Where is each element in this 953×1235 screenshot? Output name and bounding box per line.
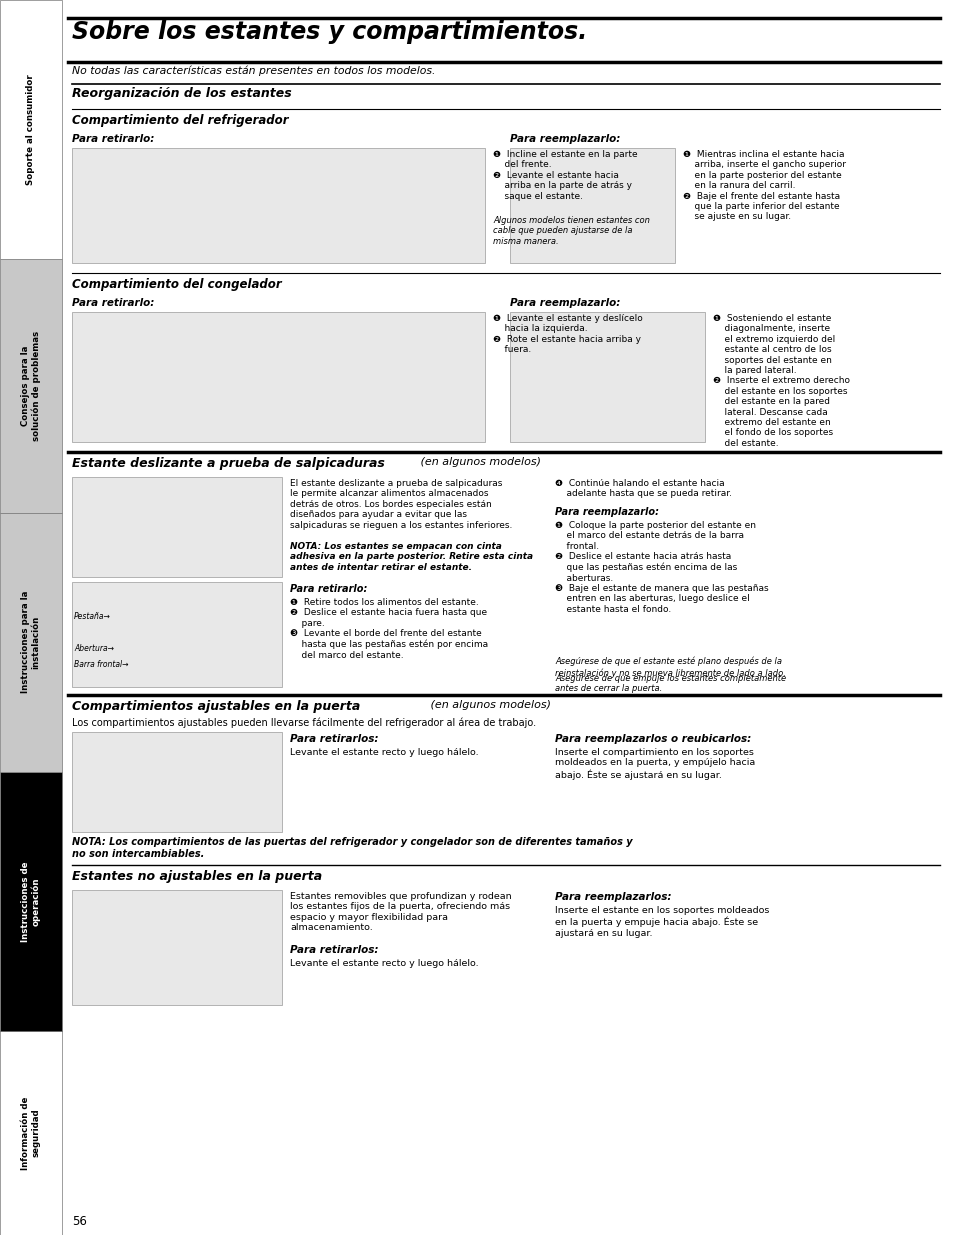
Text: Compartimiento del congelador: Compartimiento del congelador [71,278,281,291]
Text: Soporte al consumidor: Soporte al consumidor [27,74,35,185]
Text: ❹  Continúe halando el estante hacia
    adelante hasta que se pueda retirar.: ❹ Continúe halando el estante hacia adel… [555,479,731,499]
Text: ❶  Levante el estante y deslícelo
    hacia la izquierda.
❷  Rote el estante hac: ❶ Levante el estante y deslícelo hacia l… [493,314,642,354]
Text: Para retirarlo:: Para retirarlo: [71,135,154,144]
Text: Algunos modelos tienen estantes con
cable que pueden ajustarse de la
misma maner: Algunos modelos tienen estantes con cabl… [493,216,649,246]
Text: Compartimiento del refrigerador: Compartimiento del refrigerador [71,114,288,127]
Text: Consejos para la
solución de problemas: Consejos para la solución de problemas [21,331,41,441]
Text: ❶  Mientras inclina el estante hacia
    arriba, inserte el gancho superior
    : ❶ Mientras inclina el estante hacia arri… [682,149,845,221]
Bar [71,732,282,832]
Text: Estantes removibles que profundizan y rodean
los estantes fijos de la puerta, of: Estantes removibles que profundizan y ro… [290,892,511,932]
Text: El estante deslizante a prueba de salpicaduras
le permite alcanzar alimentos alm: El estante deslizante a prueba de salpic… [290,479,512,530]
Bar [71,477,282,577]
Text: ❶  Incline el estante en la parte
    del frente.
❷  Levante el estante hacia
  : ❶ Incline el estante en la parte del fre… [493,149,637,200]
Text: Para retirarlos:: Para retirarlos: [290,734,378,743]
Text: Inserte el compartimiento en los soportes
moldeados en la puerta, y empújelo hac: Inserte el compartimiento en los soporte… [555,748,755,779]
Text: Inserte el estante en los soportes moldeados
en la puerta y empuje hacia abajo. : Inserte el estante en los soportes molde… [555,906,768,937]
Text: Instrucciones para la
instalación: Instrucciones para la instalación [21,592,41,693]
Text: Levante el estante recto y luego hálelo.: Levante el estante recto y luego hálelo. [290,960,478,968]
Text: Para reemplazarlo:: Para reemplazarlo: [510,135,619,144]
Text: Para reemplazarlos:: Para reemplazarlos: [555,892,671,902]
Text: Para retirarlo:: Para retirarlo: [290,584,367,594]
Text: NOTA: Los compartimientos de las puertas del refrigerador y congelador son de di: NOTA: Los compartimientos de las puertas… [71,837,632,858]
Text: (en algunos modelos): (en algunos modelos) [416,457,540,467]
Text: Instrucciones de
operación: Instrucciones de operación [21,861,41,942]
Text: Asegúrese de que empuje los estantes completamente
antes de cerrar la puerta.: Asegúrese de que empuje los estantes com… [555,674,785,693]
Text: Los compartimientos ajustables pueden llevarse fácilmente del refrigerador al ár: Los compartimientos ajustables pueden ll… [71,718,536,729]
Bar [71,148,484,263]
Text: Reorganización de los estantes: Reorganización de los estantes [71,86,292,100]
Bar [510,312,704,442]
Text: ❶  Coloque la parte posterior del estante en
    el marco del estante detrás de : ❶ Coloque la parte posterior del estante… [555,521,768,614]
Text: Pestaña→: Pestaña→ [74,613,111,621]
Bar [71,312,484,442]
Bar [71,890,282,1005]
Text: NOTA: Los estantes se empacan con cinta
adhesiva en la parte posterior. Retire e: NOTA: Los estantes se empacan con cinta … [290,542,533,572]
Text: Para retirarlo:: Para retirarlo: [71,298,154,308]
Text: Levante el estante recto y luego hálelo.: Levante el estante recto y luego hálelo. [290,748,478,757]
Text: Barra frontal→: Barra frontal→ [74,659,129,669]
Text: Sobre los estantes y compartimientos.: Sobre los estantes y compartimientos. [71,20,587,44]
Bar [71,582,282,687]
Text: (en algunos modelos): (en algunos modelos) [427,700,551,710]
Text: Estantes no ajustables en la puerta: Estantes no ajustables en la puerta [71,869,322,883]
Text: Información de
seguridad: Información de seguridad [21,1097,41,1170]
Text: ❶  Retire todos los alimentos del estante.
❷  Deslice el estante hacia fuera has: ❶ Retire todos los alimentos del estante… [290,598,488,659]
Text: No todas las características están presentes en todos los modelos.: No todas las características están prese… [71,65,435,75]
Text: Compartimientos ajustables en la puerta: Compartimientos ajustables en la puerta [71,700,360,713]
Text: Para retirarlos:: Para retirarlos: [290,945,378,955]
Text: ❶  Sosteniendo el estante
    diagonalmente, inserte
    el extremo izquierdo de: ❶ Sosteniendo el estante diagonalmente, … [712,314,849,448]
Bar [0,513,62,772]
Text: Asegúrese de que el estante esté plano después de la
reinstalación y no se mueva: Asegúrese de que el estante esté plano d… [555,657,785,678]
Bar [0,259,62,513]
Bar [0,772,62,1031]
Text: Abertura→: Abertura→ [74,643,113,653]
Text: 56: 56 [71,1215,87,1228]
Text: Para reemplazarlo:: Para reemplazarlo: [555,508,659,517]
Bar [0,1031,62,1235]
Text: Para reemplazarlos o reubicarlos:: Para reemplazarlos o reubicarlos: [555,734,750,743]
Bar [0,0,62,259]
Text: Estante deslizante a prueba de salpicaduras: Estante deslizante a prueba de salpicadu… [71,457,384,471]
Bar [510,148,675,263]
Text: Para reemplazarlo:: Para reemplazarlo: [510,298,619,308]
